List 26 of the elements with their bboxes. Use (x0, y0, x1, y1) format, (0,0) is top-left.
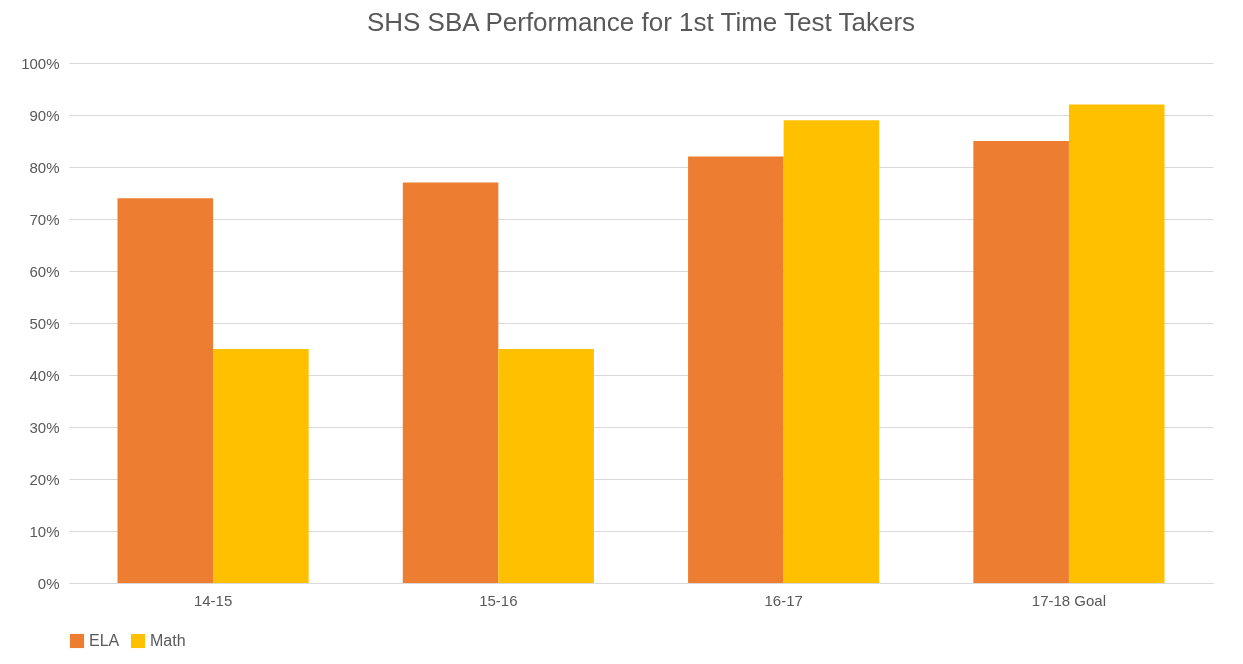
x-tick-label: 17-18 Goal (1031, 591, 1107, 609)
y-tick-label: 80% (29, 158, 60, 176)
y-tick-label: 100% (21, 54, 60, 72)
y-tick-label: 50% (29, 314, 60, 332)
y-tick-label: 20% (29, 470, 60, 488)
y-tick-label: 60% (29, 262, 60, 280)
chart-title: SHS SBA Performance for 1st Time Test Takers (366, 7, 916, 37)
bar (688, 156, 784, 583)
y-tick-label: 40% (29, 366, 60, 384)
x-tick-label: 14-15 (193, 591, 233, 609)
bar (213, 349, 309, 583)
legend-label: Math (150, 632, 186, 649)
bar (402, 182, 499, 583)
legend-label: ELA (89, 632, 120, 649)
bar (498, 349, 594, 583)
x-tick-label: 15-16 (479, 591, 518, 609)
x-tick-label: 16-17 (764, 591, 803, 609)
bar (117, 198, 214, 583)
y-tick-label: 0% (37, 574, 60, 592)
bar (973, 141, 1069, 583)
y-tick-label: 70% (29, 210, 60, 228)
bar (1068, 104, 1165, 583)
y-tick-label: 10% (29, 522, 60, 540)
y-tick-label: 90% (29, 106, 60, 124)
y-tick-label: 30% (29, 418, 60, 436)
bar (783, 120, 880, 583)
